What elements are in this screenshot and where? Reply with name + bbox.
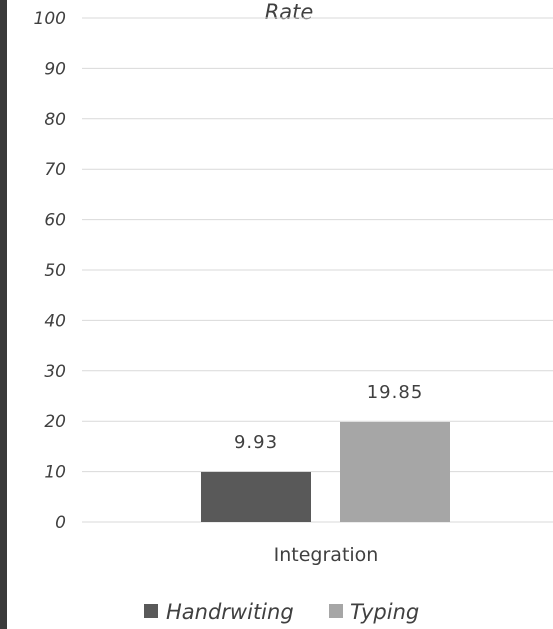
- y-axis-ticks: 0 10 20 30 40 50 60 70 80 90 100: [34, 9, 66, 533]
- y-tick-label: 20: [44, 412, 66, 432]
- bars: [201, 421, 450, 522]
- data-labels: 9.93 19.85: [234, 382, 424, 453]
- bar-typing: [340, 421, 450, 522]
- bar-handrwiting: [201, 471, 311, 522]
- y-tick-label: 60: [44, 211, 66, 231]
- y-tick-label: 90: [44, 59, 66, 79]
- chart-title: Rate: [265, 0, 314, 24]
- data-label-typing: 19.85: [367, 382, 424, 403]
- left-frame-border: [0, 0, 7, 629]
- legend-swatch-handwriting: [144, 604, 158, 618]
- y-tick-label: 70: [44, 160, 66, 180]
- y-tick-label: 30: [44, 362, 66, 382]
- y-tick-label: 40: [44, 311, 66, 331]
- legend-label-handwriting: Handrwiting: [166, 600, 294, 624]
- category-label: Integration: [274, 544, 379, 566]
- data-label-handrwiting: 9.93: [234, 432, 278, 453]
- y-tick-label: 10: [44, 463, 66, 483]
- gridlines: [82, 17, 553, 523]
- legend-swatch-typing: [329, 604, 343, 618]
- y-tick-label: 50: [44, 261, 66, 281]
- legend-label-typing: Typing: [350, 600, 419, 624]
- legend: Handrwiting Typing: [144, 600, 419, 624]
- y-tick-label: 0: [55, 513, 66, 533]
- y-tick-label: 100: [34, 9, 66, 29]
- y-tick-label: 80: [44, 110, 66, 130]
